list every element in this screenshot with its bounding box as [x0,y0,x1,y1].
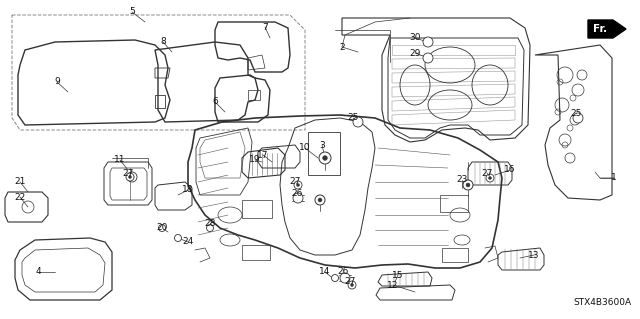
Circle shape [351,284,353,286]
Text: 24: 24 [182,238,194,247]
Text: 2: 2 [339,42,345,51]
Bar [442,248,468,262]
Text: 27: 27 [122,168,134,177]
Bar [242,245,270,260]
Text: 16: 16 [504,166,516,174]
Text: 27: 27 [481,168,493,177]
Text: 18: 18 [182,186,194,195]
Text: 5: 5 [129,8,135,17]
Text: 23: 23 [456,175,468,184]
Circle shape [126,173,134,181]
Text: 4: 4 [35,268,41,277]
Circle shape [159,225,166,232]
Text: 25: 25 [570,108,582,117]
Text: 10: 10 [300,144,311,152]
Bar [440,195,468,212]
Circle shape [175,234,182,241]
Circle shape [323,156,328,160]
Text: 13: 13 [528,250,540,259]
Circle shape [207,225,214,232]
Circle shape [293,193,303,203]
Text: 14: 14 [319,268,331,277]
Circle shape [332,275,339,281]
Text: 1: 1 [611,174,617,182]
Circle shape [348,281,356,289]
Circle shape [423,37,433,47]
Bar [242,200,272,218]
Text: 3: 3 [319,140,325,150]
Text: 19: 19 [249,155,260,165]
Text: 30: 30 [409,33,420,42]
Polygon shape [588,20,626,38]
Circle shape [315,195,325,205]
Circle shape [353,117,363,127]
Text: 8: 8 [160,38,166,47]
Text: STX4B3600A: STX4B3600A [574,298,632,307]
Text: 7: 7 [262,23,268,32]
Text: 22: 22 [14,192,26,202]
Text: 6: 6 [212,98,218,107]
Circle shape [318,198,322,202]
Text: Fr.: Fr. [593,24,607,34]
Circle shape [296,183,300,187]
Circle shape [488,176,492,180]
Circle shape [294,181,302,189]
Circle shape [340,273,350,283]
Circle shape [573,113,583,123]
Circle shape [466,183,470,187]
Circle shape [319,152,331,164]
Text: 21: 21 [14,177,26,187]
Text: 9: 9 [54,78,60,86]
Text: 17: 17 [257,151,269,160]
Text: 27: 27 [289,177,301,187]
Text: 11: 11 [115,155,125,165]
Text: 26: 26 [337,268,349,277]
Text: 26: 26 [291,189,303,197]
Text: 28: 28 [204,219,216,227]
Circle shape [129,175,131,179]
Circle shape [130,175,134,179]
Text: 27: 27 [344,278,356,286]
Circle shape [423,53,433,63]
Text: 15: 15 [392,271,404,279]
Text: 20: 20 [156,224,168,233]
Circle shape [486,174,494,182]
Circle shape [463,180,473,190]
Text: 12: 12 [387,280,399,290]
Text: 29: 29 [410,48,420,57]
Text: 25: 25 [348,114,358,122]
